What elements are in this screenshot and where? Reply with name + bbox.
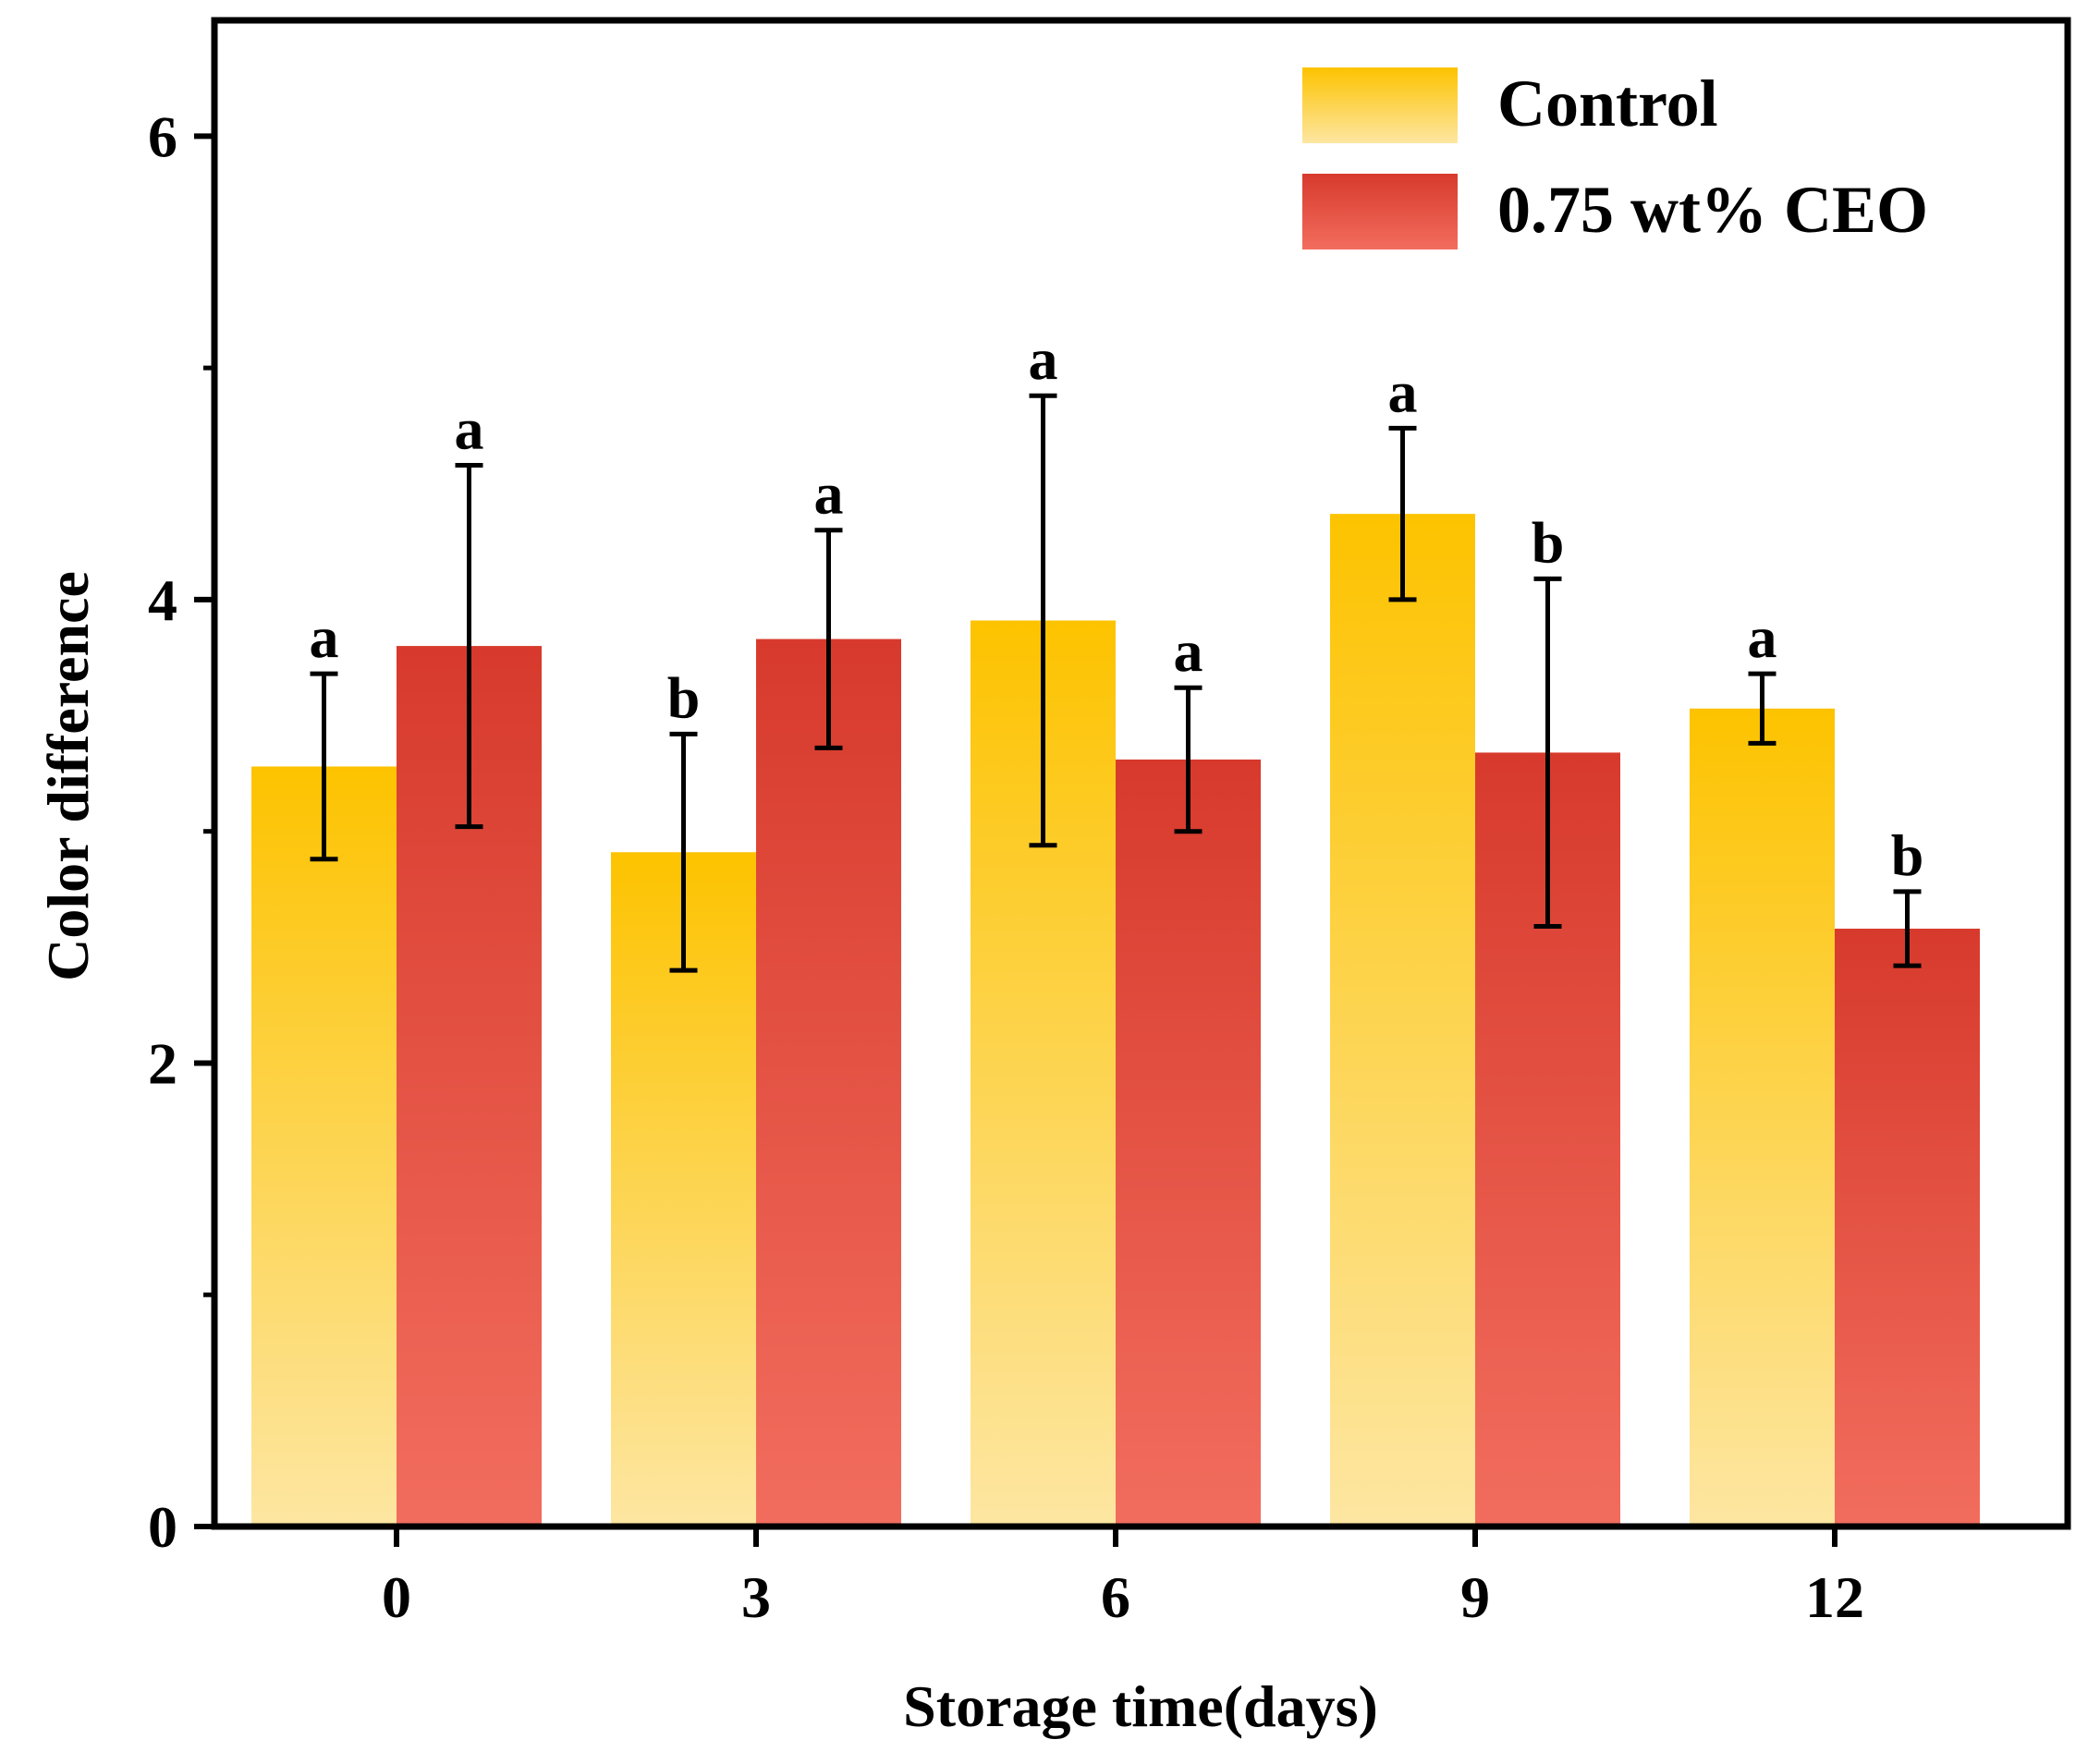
error-bar	[310, 671, 338, 862]
legend-item: Control	[1302, 67, 1718, 143]
error-bar	[1533, 576, 1562, 930]
error-bar	[1174, 685, 1203, 834]
y-tick-label: 0	[148, 1494, 177, 1560]
y-tick-label: 2	[148, 1030, 177, 1096]
bar-control-0	[251, 766, 397, 1527]
significance-label: a	[1388, 359, 1418, 424]
error-bar	[1748, 671, 1776, 746]
error-bar	[1029, 393, 1057, 848]
bar-0-75-wt-ceo-3	[756, 639, 901, 1527]
error-bar	[1388, 425, 1417, 602]
legend-swatch	[1302, 67, 1458, 143]
legend-item: 0.75 wt% CEO	[1302, 173, 1928, 249]
error-bar	[669, 731, 698, 973]
y-tick-label: 4	[148, 567, 177, 633]
significance-label: b	[667, 664, 701, 730]
legend: Control 0.75 wt% CEO	[1302, 67, 1928, 249]
error-bars-layer	[310, 393, 1922, 973]
bar-0-75-wt-ceo-12	[1835, 929, 1980, 1527]
y-tick-label: 6	[148, 103, 177, 169]
significance-label: a	[310, 604, 339, 670]
y-axis: 0 2 4 6	[148, 103, 214, 1560]
plot-frame	[211, 17, 2071, 1530]
bars-layer	[251, 514, 1980, 1527]
bar-0-75-wt-ceo-6	[1116, 759, 1261, 1527]
legend-swatch	[1302, 174, 1458, 249]
bar-control-9	[1330, 514, 1475, 1527]
legend-label: 0.75 wt% CEO	[1497, 173, 1928, 247]
x-axis: 0 3 6 9 12	[382, 1527, 1864, 1630]
significance-label: a	[1174, 618, 1203, 684]
x-tick-label: 6	[1101, 1564, 1130, 1630]
significance-label: b	[1891, 822, 1924, 888]
bar-control-12	[1690, 708, 1835, 1527]
significance-labels-layer: a a b a a a a b a b	[310, 326, 1924, 888]
error-bar	[814, 528, 843, 750]
x-tick-label: 0	[382, 1564, 411, 1630]
legend-label: Control	[1497, 67, 1718, 140]
error-bar	[455, 462, 483, 830]
significance-label: a	[1029, 326, 1058, 392]
significance-label: a	[1748, 604, 1777, 670]
error-bar	[1893, 889, 1922, 968]
significance-label: b	[1532, 509, 1565, 575]
y-axis-title: Color difference	[35, 571, 101, 981]
significance-label: a	[455, 395, 484, 461]
significance-label: a	[814, 461, 844, 527]
x-axis-title: Storage time(days)	[903, 1673, 1378, 1739]
x-tick-label: 3	[741, 1564, 771, 1630]
x-tick-label: 9	[1460, 1564, 1490, 1630]
x-tick-label: 12	[1805, 1564, 1864, 1630]
